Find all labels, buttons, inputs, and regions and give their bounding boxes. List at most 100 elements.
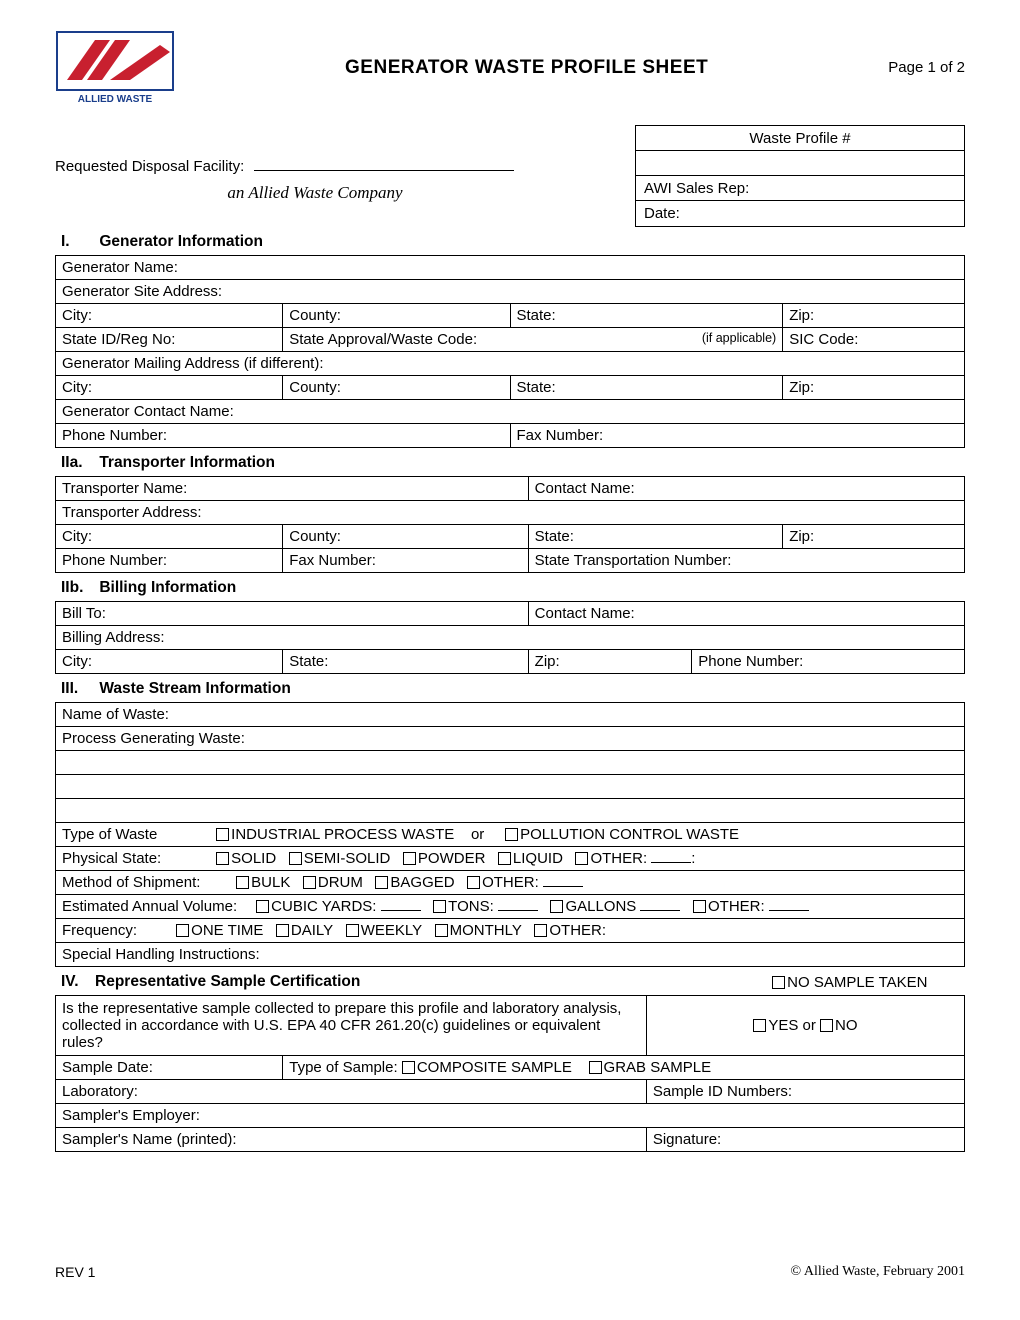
mailing-address-cell[interactable]: Generator Mailing Address (if different)… (56, 352, 965, 376)
transporter-address-cell[interactable]: Transporter Address: (56, 501, 965, 525)
b-state-cell[interactable]: State: (283, 650, 528, 674)
tons-checkbox[interactable] (433, 900, 446, 913)
sampler-employer-cell[interactable]: Sampler's Employer: (56, 1104, 965, 1128)
t-state-cell[interactable]: State: (528, 525, 783, 549)
powder-checkbox[interactable] (403, 852, 416, 865)
vol-other-label: OTHER: (708, 898, 765, 915)
waste-profile-label: Waste Profile # (636, 126, 964, 151)
generator-site-address-cell[interactable]: Generator Site Address: (56, 280, 965, 304)
blank-row-1[interactable] (56, 751, 965, 775)
sampler-name-cell[interactable]: Sampler's Name (printed): (56, 1128, 647, 1152)
est-volume-label: Estimated Annual Volume: (62, 898, 252, 915)
onetime-label: ONE TIME (191, 922, 263, 939)
pollution-label: POLLUTION CONTROL WASTE (520, 826, 739, 843)
drum-checkbox[interactable] (303, 876, 316, 889)
state-cell[interactable]: State: (510, 304, 783, 328)
county-cell[interactable]: County: (283, 304, 510, 328)
frequency-row: Frequency: ONE TIME DAILY WEEKLY MONTHLY… (56, 919, 965, 943)
solid-checkbox[interactable] (216, 852, 229, 865)
freq-other-label: OTHER: (549, 922, 606, 939)
vol-other-checkbox[interactable] (693, 900, 706, 913)
t-zip-cell[interactable]: Zip: (783, 525, 965, 549)
semisolid-checkbox[interactable] (289, 852, 302, 865)
freq-other-checkbox[interactable] (534, 924, 547, 937)
generator-contact-name-cell[interactable]: Generator Contact Name: (56, 400, 965, 424)
transporter-name-cell[interactable]: Transporter Name: (56, 477, 529, 501)
type-of-waste-label: Type of Waste (62, 826, 212, 843)
section-2a-roman: IIa. (61, 454, 95, 472)
city-cell-2[interactable]: City: (56, 376, 283, 400)
bagged-checkbox[interactable] (375, 876, 388, 889)
gallons-checkbox[interactable] (550, 900, 563, 913)
transporter-contact-cell[interactable]: Contact Name: (528, 477, 964, 501)
onetime-checkbox[interactable] (176, 924, 189, 937)
if-applicable-label: (if applicable) (702, 331, 776, 345)
daily-checkbox[interactable] (276, 924, 289, 937)
tons-input[interactable] (498, 910, 538, 911)
fax-cell[interactable]: Fax Number: (510, 424, 965, 448)
t-county-cell[interactable]: County: (283, 525, 528, 549)
cubic-yards-checkbox[interactable] (256, 900, 269, 913)
billing-address-cell[interactable]: Billing Address: (56, 626, 965, 650)
blank-row-3[interactable] (56, 799, 965, 823)
phone-cell[interactable]: Phone Number: (56, 424, 511, 448)
requested-facility-input[interactable] (254, 153, 514, 171)
vol-other-input[interactable] (769, 910, 809, 911)
gallons-label: GALLONS (565, 898, 636, 915)
no-checkbox[interactable] (820, 1019, 833, 1032)
cubic-yards-input[interactable] (381, 910, 421, 911)
grab-checkbox[interactable] (589, 1061, 602, 1074)
sample-date-cell[interactable]: Sample Date: (56, 1056, 283, 1080)
type-of-sample-cell: Type of Sample: COMPOSITE SAMPLE GRAB SA… (283, 1056, 965, 1080)
b-city-cell[interactable]: City: (56, 650, 283, 674)
t-phone-cell[interactable]: Phone Number: (56, 549, 283, 573)
process-generating-cell[interactable]: Process Generating Waste: (56, 727, 965, 751)
pollution-checkbox[interactable] (505, 828, 518, 841)
sic-code-cell[interactable]: SIC Code: (783, 328, 965, 352)
name-of-waste-cell[interactable]: Name of Waste: (56, 703, 965, 727)
monthly-checkbox[interactable] (435, 924, 448, 937)
section-3-roman: III. (61, 680, 95, 698)
t-city-cell[interactable]: City: (56, 525, 283, 549)
bill-to-cell[interactable]: Bill To: (56, 602, 529, 626)
gallons-input[interactable] (640, 910, 680, 911)
composite-checkbox[interactable] (402, 1061, 415, 1074)
powder-label: POWDER (418, 850, 486, 867)
weekly-checkbox[interactable] (346, 924, 359, 937)
daily-label: DAILY (291, 922, 333, 939)
signature-cell[interactable]: Signature: (646, 1128, 964, 1152)
waste-profile-input[interactable] (636, 151, 964, 176)
city-cell[interactable]: City: (56, 304, 283, 328)
t-fax-cell[interactable]: Fax Number: (283, 549, 528, 573)
generator-name-cell[interactable]: Generator Name: (56, 256, 965, 280)
state-id-cell[interactable]: State ID/Reg No: (56, 328, 283, 352)
ps-other-input[interactable] (651, 862, 691, 863)
ps-other-checkbox[interactable] (575, 852, 588, 865)
method-shipment-label: Method of Shipment: (62, 874, 232, 891)
zip-cell-2[interactable]: Zip: (783, 376, 965, 400)
ms-other-input[interactable] (543, 886, 583, 887)
bulk-checkbox[interactable] (236, 876, 249, 889)
county-cell-2[interactable]: County: (283, 376, 510, 400)
b-zip-cell[interactable]: Zip: (528, 650, 692, 674)
industrial-checkbox[interactable] (216, 828, 229, 841)
zip-cell[interactable]: Zip: (783, 304, 965, 328)
top-left: Requested Disposal Facility: an Allied W… (55, 125, 635, 203)
yes-checkbox[interactable] (753, 1019, 766, 1032)
no-sample-checkbox[interactable] (772, 976, 785, 989)
ms-other-checkbox[interactable] (467, 876, 480, 889)
sample-id-cell[interactable]: Sample ID Numbers: (646, 1080, 964, 1104)
state-approval-label: State Approval/Waste Code: (289, 331, 477, 348)
ps-other-label: OTHER: (590, 850, 647, 867)
blank-row-2[interactable] (56, 775, 965, 799)
state-transport-num-cell[interactable]: State Transportation Number: (528, 549, 964, 573)
yes-no-cell: YES or NO (646, 996, 964, 1056)
state-cell-2[interactable]: State: (510, 376, 783, 400)
liquid-checkbox[interactable] (498, 852, 511, 865)
state-approval-cell[interactable]: State Approval/Waste Code: (if applicabl… (283, 328, 783, 352)
billing-contact-cell[interactable]: Contact Name: (528, 602, 964, 626)
laboratory-cell[interactable]: Laboratory: (56, 1080, 647, 1104)
special-handling-cell[interactable]: Special Handling Instructions: (56, 943, 965, 967)
industrial-label: INDUSTRIAL PROCESS WASTE (231, 826, 454, 843)
b-phone-cell[interactable]: Phone Number: (692, 650, 965, 674)
